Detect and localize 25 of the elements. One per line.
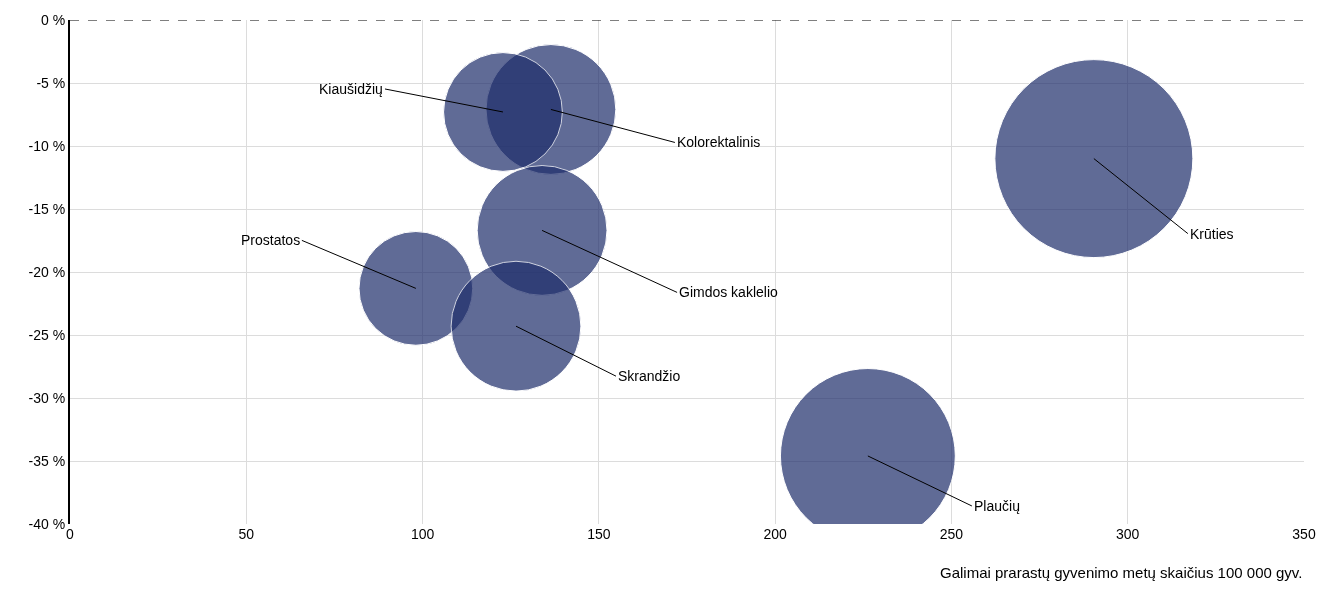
- y-tick-label: -5 %: [36, 74, 66, 91]
- text: Prostatos: [241, 232, 301, 248]
- y-tick-label: -40 %: [28, 515, 66, 532]
- x-tick-label: 0: [66, 526, 75, 542]
- y-tick-label: -10 %: [28, 137, 66, 154]
- y-tick-label: -25 %: [28, 326, 66, 343]
- text: Kolorektalinis: [677, 134, 761, 150]
- y-tick-label: -30 %: [28, 389, 66, 406]
- y-tick-label: -35 %: [28, 452, 66, 469]
- text: Gimdos kaklelio: [679, 284, 779, 300]
- x-tick-label: 150: [587, 526, 611, 542]
- x-tick-label: 300: [1116, 526, 1140, 542]
- x-tick-label: 350: [1292, 526, 1316, 542]
- text: Skrandžio: [618, 368, 681, 384]
- x-tick-label: 250: [939, 526, 964, 542]
- x-axis-title: Galimai prarastų gyvenimo metų skaičius 100 000 gyv.: [940, 564, 1303, 581]
- series-label: Krūties: [1190, 226, 1234, 242]
- series-label: Plaučių: [974, 498, 1021, 514]
- y-tick-label: 0 %: [41, 11, 66, 28]
- y-tick-label: -20 %: [28, 263, 66, 280]
- x-tick-label: 200: [763, 526, 788, 542]
- text: Kiaušidžių: [319, 81, 384, 97]
- y-tick-label: -15 %: [28, 200, 66, 217]
- x-tick-label: 100: [410, 526, 435, 542]
- x-tick-label: 50: [238, 526, 255, 542]
